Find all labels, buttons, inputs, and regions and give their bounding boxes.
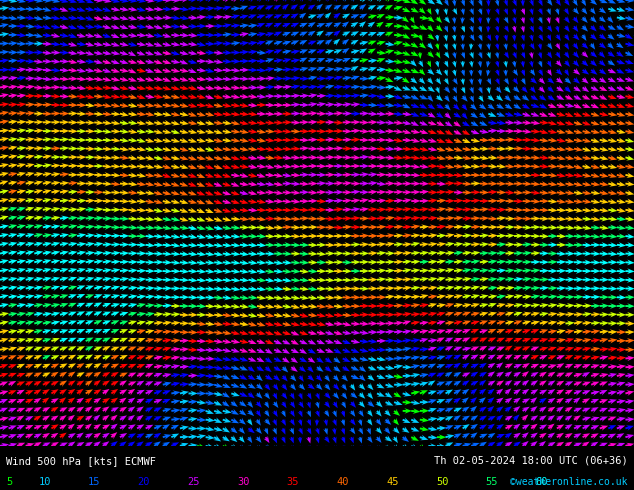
Text: 40: 40 <box>337 477 349 487</box>
Text: 60: 60 <box>535 477 548 487</box>
Text: Th 02-05-2024 18:00 UTC (06+36): Th 02-05-2024 18:00 UTC (06+36) <box>434 456 628 466</box>
Text: 5: 5 <box>6 477 13 487</box>
Text: 50: 50 <box>436 477 448 487</box>
Text: ©weatheronline.co.uk: ©weatheronline.co.uk <box>510 477 628 487</box>
Text: 55: 55 <box>486 477 498 487</box>
Text: 15: 15 <box>88 477 101 487</box>
Text: 10: 10 <box>38 477 51 487</box>
Text: 45: 45 <box>386 477 399 487</box>
Text: 30: 30 <box>237 477 250 487</box>
Text: Wind 500 hPa [kts] ECMWF: Wind 500 hPa [kts] ECMWF <box>6 456 157 466</box>
Text: 35: 35 <box>287 477 299 487</box>
Text: 25: 25 <box>188 477 200 487</box>
Text: 20: 20 <box>138 477 150 487</box>
